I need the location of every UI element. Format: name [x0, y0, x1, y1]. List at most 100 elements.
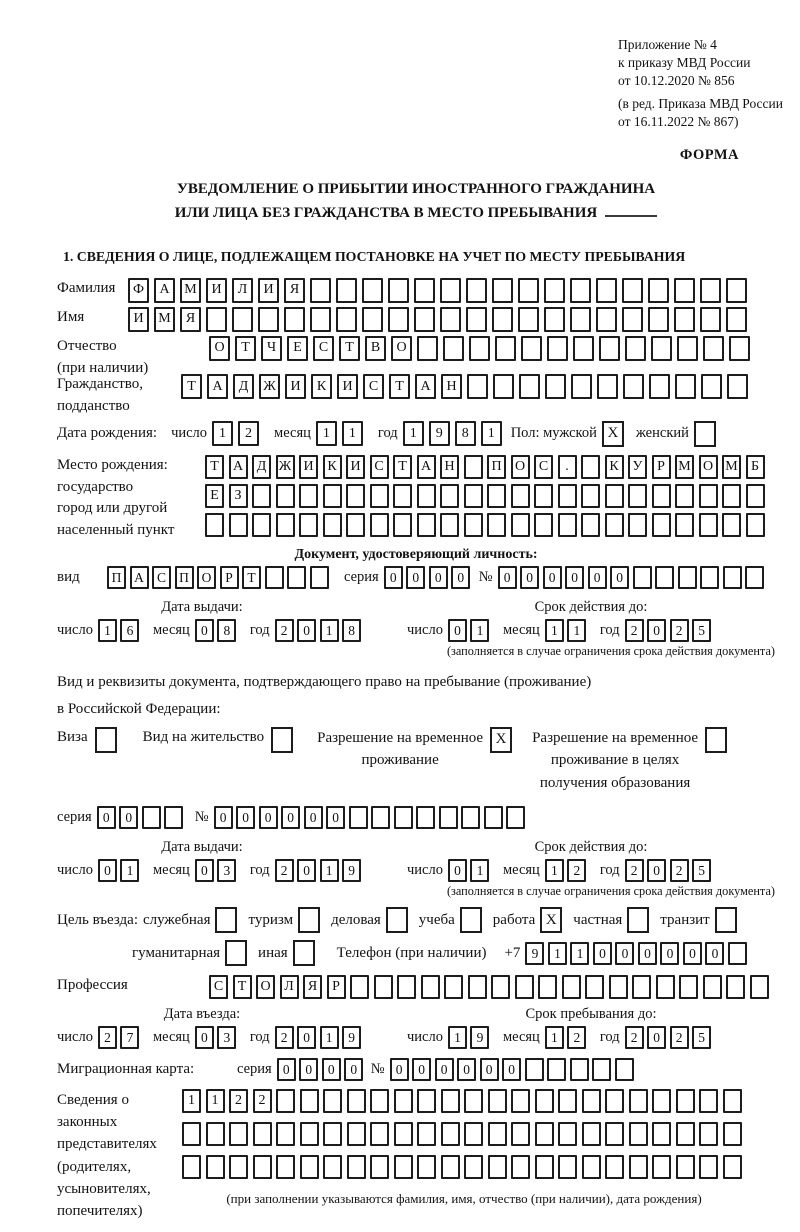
- char-cell[interactable]: 1: [470, 859, 490, 883]
- char-cell[interactable]: 1: [567, 618, 587, 642]
- char-cell[interactable]: О: [510, 454, 530, 479]
- char-cell[interactable]: 0: [647, 859, 667, 883]
- char-cell[interactable]: Т: [232, 975, 252, 1000]
- char-cell[interactable]: [702, 975, 722, 1000]
- char-cell[interactable]: Т: [235, 335, 256, 361]
- char-cell[interactable]: [604, 483, 624, 508]
- char-cell[interactable]: [605, 1089, 624, 1114]
- char-cell[interactable]: [581, 1155, 601, 1180]
- char-cell[interactable]: [700, 565, 720, 589]
- char-cell[interactable]: [323, 1089, 342, 1114]
- char-cell[interactable]: [276, 1122, 295, 1147]
- char-cell[interactable]: [701, 374, 722, 400]
- char-cell[interactable]: Т: [205, 454, 224, 479]
- char-cell[interactable]: [464, 1155, 483, 1180]
- char-cell[interactable]: [487, 512, 506, 537]
- char-cell[interactable]: 9: [428, 421, 450, 447]
- char-cell[interactable]: И: [128, 306, 149, 332]
- char-cell[interactable]: 1: [402, 421, 424, 447]
- char-cell[interactable]: 0: [412, 1058, 432, 1082]
- char-cell[interactable]: 2: [624, 859, 644, 883]
- char-cell[interactable]: Д: [252, 454, 271, 479]
- char-cell[interactable]: Т: [389, 374, 410, 400]
- char-cell[interactable]: 2: [567, 859, 587, 883]
- char-cell[interactable]: [557, 512, 577, 537]
- char-cell[interactable]: [284, 306, 305, 332]
- char-cell[interactable]: 1: [544, 859, 564, 883]
- char-cell[interactable]: [373, 975, 393, 1000]
- char-cell[interactable]: [538, 975, 557, 1000]
- char-cell[interactable]: З: [228, 483, 248, 508]
- char-cell[interactable]: Р: [219, 565, 239, 589]
- char-cell[interactable]: [397, 975, 416, 1000]
- char-cell[interactable]: К: [604, 454, 624, 479]
- char-cell[interactable]: 0: [647, 618, 667, 642]
- char-cell[interactable]: [698, 483, 718, 508]
- char-cell[interactable]: [585, 975, 604, 1000]
- char-cell[interactable]: [440, 483, 459, 508]
- char-cell[interactable]: 0: [213, 806, 233, 830]
- char-cell[interactable]: [534, 1089, 554, 1114]
- char-cell[interactable]: [362, 306, 383, 332]
- char-cell[interactable]: 0: [479, 1058, 499, 1082]
- checkbox-female[interactable]: [693, 420, 716, 447]
- char-cell[interactable]: [299, 1089, 319, 1114]
- char-cell[interactable]: [229, 1122, 248, 1147]
- char-cell[interactable]: 0: [326, 806, 346, 830]
- char-cell[interactable]: М: [675, 454, 694, 479]
- char-cell[interactable]: 0: [447, 618, 467, 642]
- char-cell[interactable]: Ч: [261, 335, 282, 361]
- char-cell[interactable]: О: [256, 975, 275, 1000]
- char-cell[interactable]: 0: [682, 941, 702, 965]
- char-cell[interactable]: [648, 306, 669, 332]
- char-cell[interactable]: [514, 975, 534, 1000]
- char-cell[interactable]: [628, 512, 647, 537]
- char-cell[interactable]: [632, 565, 652, 589]
- char-cell[interactable]: [722, 1089, 742, 1114]
- char-cell[interactable]: [632, 975, 651, 1000]
- char-cell[interactable]: [726, 277, 747, 303]
- char-cell[interactable]: [561, 975, 581, 1000]
- char-cell[interactable]: [322, 483, 342, 508]
- char-cell[interactable]: П: [174, 565, 194, 589]
- char-cell[interactable]: Ж: [259, 374, 280, 400]
- char-cell[interactable]: Я: [284, 277, 305, 303]
- char-cell[interactable]: [614, 1058, 634, 1082]
- char-cell[interactable]: С: [363, 374, 384, 400]
- char-cell[interactable]: 0: [276, 1058, 296, 1082]
- char-cell[interactable]: [310, 277, 331, 303]
- char-cell[interactable]: [440, 1089, 460, 1114]
- char-cell[interactable]: [558, 1155, 577, 1180]
- char-cell[interactable]: 1: [544, 618, 564, 642]
- char-cell[interactable]: [491, 975, 510, 1000]
- char-cell[interactable]: [519, 374, 540, 400]
- char-cell[interactable]: [722, 1122, 742, 1147]
- char-cell[interactable]: [675, 1155, 695, 1180]
- char-cell[interactable]: [461, 806, 481, 830]
- char-cell[interactable]: 0: [258, 806, 278, 830]
- char-cell[interactable]: 8: [217, 618, 237, 642]
- char-cell[interactable]: [370, 1155, 389, 1180]
- char-cell[interactable]: [700, 277, 721, 303]
- char-cell[interactable]: 0: [119, 806, 139, 830]
- char-cell[interactable]: [605, 1122, 624, 1147]
- char-cell[interactable]: 0: [592, 941, 612, 965]
- char-cell[interactable]: [547, 335, 568, 361]
- char-cell[interactable]: [570, 277, 591, 303]
- char-cell[interactable]: [258, 306, 279, 332]
- char-cell[interactable]: [362, 277, 383, 303]
- checkbox-transit[interactable]: [714, 907, 737, 934]
- char-cell[interactable]: [511, 1089, 530, 1114]
- char-cell[interactable]: [652, 1122, 671, 1147]
- char-cell[interactable]: 1: [319, 859, 339, 883]
- char-cell[interactable]: [628, 1155, 648, 1180]
- char-cell[interactable]: [393, 483, 412, 508]
- char-cell[interactable]: [463, 512, 483, 537]
- char-cell[interactable]: [487, 1155, 507, 1180]
- char-cell[interactable]: [323, 1122, 342, 1147]
- char-cell[interactable]: [444, 975, 463, 1000]
- char-cell[interactable]: И: [206, 277, 227, 303]
- checkbox-edu-permit[interactable]: [705, 726, 728, 753]
- char-cell[interactable]: [571, 374, 592, 400]
- char-cell[interactable]: 0: [406, 565, 426, 589]
